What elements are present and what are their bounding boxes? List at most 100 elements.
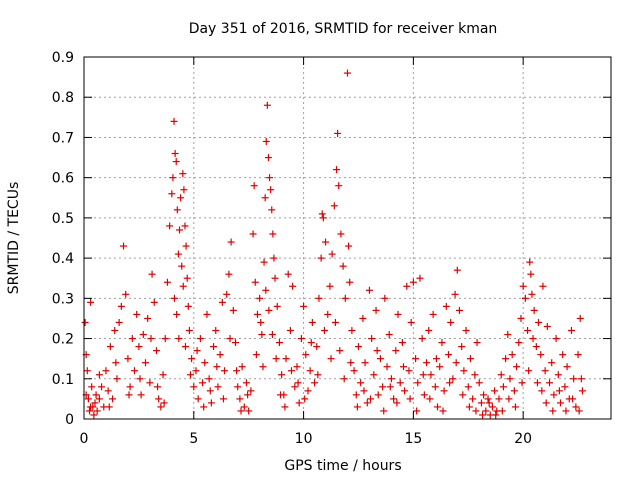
data-point: [308, 318, 316, 326]
data-point: [160, 399, 168, 407]
data-point: [236, 395, 244, 403]
data-point: [104, 387, 112, 395]
data-point: [363, 399, 371, 407]
data-point: [401, 387, 409, 395]
data-point: [147, 335, 155, 343]
data-point: [242, 379, 250, 387]
data-point: [353, 403, 361, 411]
data-point: [466, 355, 474, 363]
data-point: [368, 335, 376, 343]
data-point: [159, 371, 167, 379]
data-point: [396, 379, 404, 387]
data-point: [524, 327, 532, 335]
data-point: [90, 411, 98, 419]
data-point: [330, 202, 338, 210]
data-point: [392, 347, 400, 355]
data-point: [510, 387, 518, 395]
data-point: [462, 327, 470, 335]
data-point: [376, 355, 384, 363]
data-point: [414, 379, 422, 387]
data-point: [240, 403, 248, 411]
data-point: [539, 282, 547, 290]
data-point: [345, 242, 353, 250]
data-point: [109, 395, 117, 403]
data-point: [360, 387, 368, 395]
data-point: [322, 238, 330, 246]
data-point: [304, 387, 312, 395]
data-point: [506, 375, 514, 383]
data-point: [331, 318, 339, 326]
data-point: [315, 294, 323, 302]
x-tick-label: 20: [514, 431, 532, 447]
data-point: [313, 343, 321, 351]
data-point: [102, 367, 110, 375]
data-point: [301, 395, 309, 403]
data-point: [515, 339, 523, 347]
data-point: [278, 371, 286, 379]
data-point: [273, 302, 281, 310]
data-point: [499, 383, 507, 391]
data-point: [253, 310, 261, 318]
data-point: [497, 371, 505, 379]
data-point: [136, 375, 144, 383]
data-point: [150, 298, 158, 306]
data-point: [200, 403, 208, 411]
data-point: [334, 129, 342, 137]
data-point: [407, 318, 415, 326]
data-point: [87, 298, 95, 306]
data-point: [272, 355, 280, 363]
data-point: [170, 294, 178, 302]
data-point: [546, 379, 554, 387]
data-point: [249, 230, 257, 238]
data-point: [172, 158, 180, 166]
data-point: [559, 351, 567, 359]
data-point: [173, 310, 181, 318]
x-axis-label: GPS time / hours: [284, 458, 401, 474]
data-point: [270, 254, 278, 262]
data-point: [178, 262, 186, 270]
data-point: [213, 363, 221, 371]
data-point: [251, 278, 259, 286]
data-point: [412, 355, 420, 363]
data-point: [284, 270, 292, 278]
data-point: [234, 383, 242, 391]
data-point: [297, 335, 305, 343]
data-point: [294, 379, 302, 387]
data-point: [81, 318, 89, 326]
data-point: [542, 399, 550, 407]
data-point: [295, 399, 303, 407]
data-point: [206, 387, 214, 395]
data-point: [409, 278, 417, 286]
data-point: [511, 403, 519, 411]
data-point: [170, 117, 178, 125]
data-points: [81, 69, 586, 419]
data-point: [188, 355, 196, 363]
data-point: [471, 371, 479, 379]
data-point: [266, 174, 274, 182]
y-tick-label: 0: [65, 412, 74, 428]
data-point: [196, 335, 204, 343]
data-point: [453, 266, 461, 274]
data-point: [527, 270, 535, 278]
data-point: [93, 407, 101, 415]
data-point: [518, 379, 526, 387]
data-point: [179, 282, 187, 290]
data-point: [439, 407, 447, 415]
data-point: [406, 395, 414, 403]
y-tick-label: 0.5: [52, 211, 74, 227]
data-point: [177, 194, 185, 202]
data-point: [182, 242, 190, 250]
data-point: [250, 182, 258, 190]
data-point: [83, 367, 91, 375]
data-point: [95, 395, 103, 403]
data-point: [398, 339, 406, 347]
data-point: [416, 274, 424, 282]
data-point: [555, 387, 563, 395]
data-point: [367, 395, 375, 403]
data-point: [155, 395, 163, 403]
data-point: [199, 379, 207, 387]
data-point: [291, 383, 299, 391]
data-point: [498, 407, 506, 415]
data-point: [311, 379, 319, 387]
data-point: [427, 371, 435, 379]
